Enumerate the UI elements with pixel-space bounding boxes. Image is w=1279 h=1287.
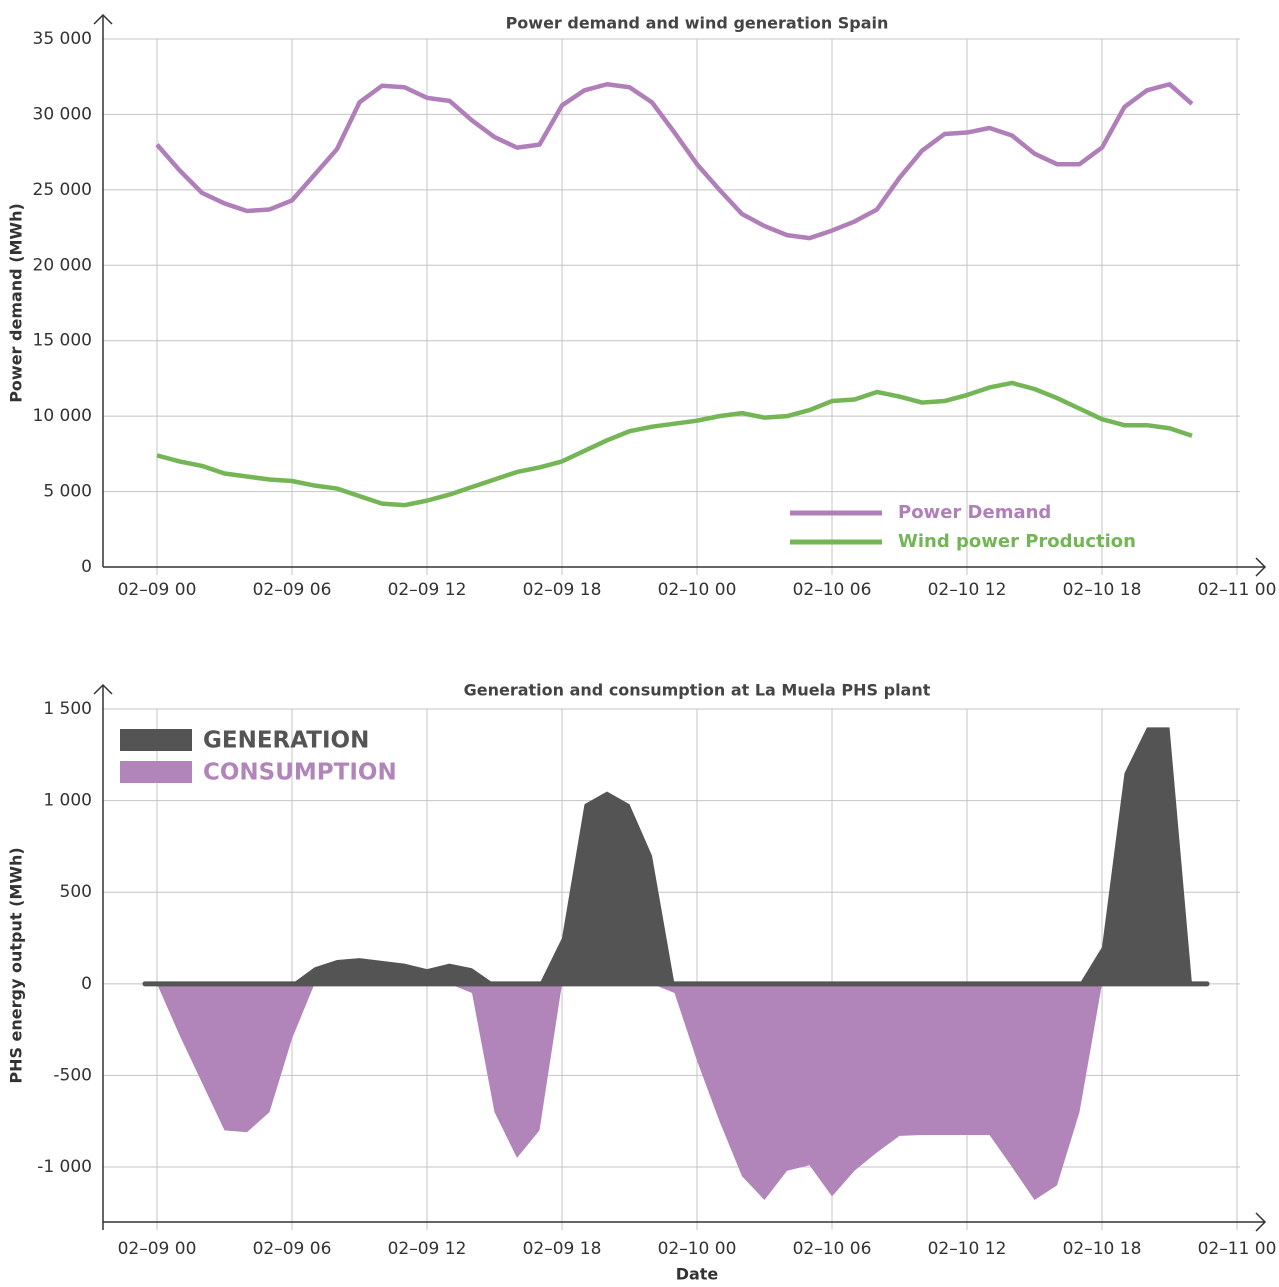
area [157, 983, 1192, 1201]
y-tick-label: 35 000 [33, 29, 92, 49]
x-tick-label: 02–09 12 [388, 580, 467, 600]
chart-title: Generation and consumption at La Muela P… [464, 681, 931, 700]
y-tick-label: 0 [81, 974, 92, 994]
x-tick-label: 02–09 00 [118, 580, 197, 600]
chart-title: Power demand and wind generation Spain [506, 14, 889, 33]
x-tick-label: 02–11 00 [1198, 580, 1277, 600]
y-tick-label: 5 000 [43, 482, 92, 502]
legend-swatch [120, 729, 192, 751]
chart: Generation and consumption at La Muela P… [7, 681, 1277, 1284]
y-tick-label: 500 [60, 882, 92, 902]
y-axis-label: Power demand (MWh) [7, 203, 26, 403]
y-tick-label: 1 000 [43, 791, 92, 811]
x-tick-label: 02–11 00 [1198, 1239, 1277, 1259]
y-axis-arrow [93, 13, 113, 25]
y-tick-label: 20 000 [33, 255, 92, 275]
x-axis-label: Date [676, 1265, 719, 1284]
y-tick-label: 30 000 [33, 104, 92, 124]
x-tick-label: 02–09 12 [388, 1239, 467, 1259]
x-tick-label: 02–10 18 [1063, 1239, 1142, 1259]
x-tick-label: 02–10 18 [1063, 580, 1142, 600]
legend-swatch [120, 761, 192, 783]
x-tick-label: 02–09 06 [253, 580, 332, 600]
legend-label: GENERATION [203, 728, 369, 754]
line [156, 380, 1193, 508]
x-tick-label: 02–09 18 [523, 1239, 602, 1259]
legend-label: Power Demand [898, 502, 1051, 523]
x-tick-label: 02–10 12 [928, 580, 1007, 600]
x-tick-label: 02–10 00 [658, 580, 737, 600]
y-tick-label: 25 000 [33, 180, 92, 200]
y-tick-label: 0 [81, 557, 92, 577]
x-tick-label: 02–10 06 [793, 1239, 872, 1259]
line [155, 82, 1194, 241]
x-tick-label: 02–09 00 [118, 1239, 197, 1259]
y-tick-label: -500 [53, 1065, 92, 1085]
x-tick-label: 02–10 06 [793, 580, 872, 600]
x-axis-arrow [1255, 1212, 1267, 1232]
x-axis-arrow [1255, 557, 1267, 577]
chart: Power demand and wind generation Spain Po… [7, 14, 1277, 601]
y-tick-label: 1 500 [43, 699, 92, 719]
y-axis-arrow [93, 683, 113, 695]
legend-label: CONSUMPTION [203, 760, 397, 786]
x-tick-label: 02–10 00 [658, 1239, 737, 1259]
x-tick-label: 02–09 06 [253, 1239, 332, 1259]
x-tick-label: 02–09 18 [523, 580, 602, 600]
legend-label: Wind power Production [898, 531, 1136, 552]
x-tick-label: 02–10 12 [928, 1239, 1007, 1259]
y-tick-label: 10 000 [33, 406, 92, 426]
y-tick-label: 15 000 [33, 331, 92, 351]
y-axis-label: PHS energy output (MWh) [7, 847, 26, 1083]
y-tick-label: -1 000 [37, 1157, 92, 1177]
